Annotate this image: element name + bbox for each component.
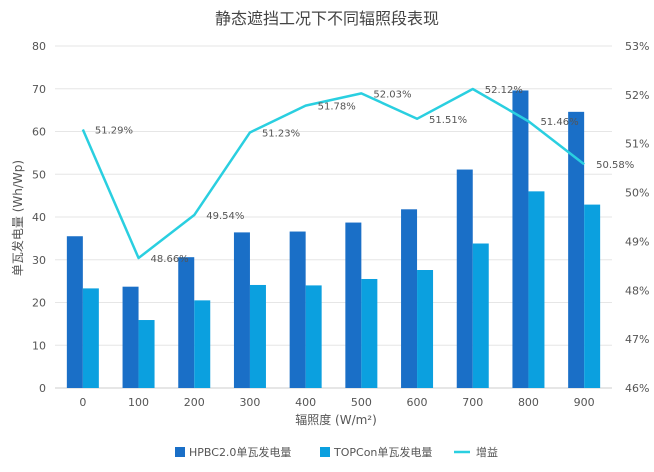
x-tick-label: 0 [79,396,86,409]
y-tick-label: 10 [32,339,46,352]
bar-hpbc [512,90,529,389]
bar-hpbc [345,222,362,388]
bars [66,90,601,389]
x-tick-label: 700 [462,396,483,409]
x-axis: 0 100 200 300 400 500 600 700 800 900 [79,396,594,409]
legend: HPBC2.0单瓦发电量 TOPCon单瓦发电量 增益 [175,445,498,459]
y-tick-label: 0 [39,382,46,395]
y2-tick-label: 52% [625,89,649,102]
chart-title: 静态遮挡工况下不同辐照段表现 [215,9,439,28]
bar-topcon [305,285,322,388]
y2-tick-label: 49% [625,235,649,248]
bar-topcon [528,191,545,388]
x-tick-label: 200 [184,396,205,409]
x-tick-label: 600 [407,396,428,409]
y2-tick-label: 46% [625,382,649,395]
y2-tick-label: 48% [625,284,649,297]
gain-data-label: 52.12% [485,85,523,96]
gain-data-label: 50.58% [596,160,634,171]
bar-topcon [584,204,601,388]
x-tick-label: 100 [128,396,149,409]
bar-topcon [472,243,489,388]
gain-data-label: 49.54% [206,211,244,222]
y2-tick-label: 51% [625,138,649,151]
y-tick-label: 20 [32,297,46,310]
bar-hpbc [178,257,195,388]
y-tick-label: 50 [32,168,46,181]
bar-topcon [417,270,434,388]
bar-hpbc [568,111,585,389]
x-tick-label: 900 [574,396,595,409]
bar-hpbc [66,236,83,388]
legend-label: HPBC2.0单瓦发电量 [189,445,291,459]
legend-label: TOPCon单瓦发电量 [333,445,432,459]
bar-topcon [194,300,211,388]
bar-hpbc [401,209,418,388]
bar-hpbc [122,286,139,388]
x-tick-label: 300 [239,396,260,409]
y-axis-right: 46% 47% 48% 49% 50% 51% 52% 53% [625,40,649,395]
gain-data-label: 51.51% [429,115,467,126]
bar-topcon [361,278,378,388]
gain-data-label: 51.29% [95,126,133,137]
y2-tick-label: 47% [625,333,649,346]
bar-hpbc [289,231,306,388]
y-tick-label: 60 [32,126,46,139]
bar-hpbc [233,232,250,388]
y-axis-left: 0 10 20 30 40 50 60 70 80 [32,40,46,395]
y-tick-label: 80 [32,40,46,53]
y-tick-label: 30 [32,254,46,267]
bar-hpbc [456,169,473,388]
gain-line-path [81,87,585,260]
gain-data-label: 48.66% [151,254,189,265]
gain-line: 51.29% 48.66% 49.54% 51.23% 51.78% 52.03% 51.5… [81,85,634,265]
bar-topcon [249,284,266,388]
y-axis-label: 单瓦发电量 (Wh/Wp) [10,160,25,276]
y-tick-label: 40 [32,211,46,224]
y-tick-label: 70 [32,83,46,96]
y2-tick-label: 53% [625,40,649,53]
y2-tick-label: 50% [625,187,649,200]
legend-swatch [320,447,330,457]
gain-data-label: 51.23% [262,128,300,139]
gain-data-label: 51.78% [318,102,356,113]
gain-data-label: 52.03% [373,89,411,100]
bar-topcon [138,320,155,388]
x-tick-label: 800 [518,396,539,409]
x-axis-label: 辐照度 (W/m²) [295,412,377,427]
x-tick-label: 400 [295,396,316,409]
x-tick-label: 500 [351,396,372,409]
legend-swatch [175,447,185,457]
bar-topcon [82,288,99,388]
gain-data-label: 51.46% [540,117,578,128]
legend-label: 增益 [476,445,498,459]
